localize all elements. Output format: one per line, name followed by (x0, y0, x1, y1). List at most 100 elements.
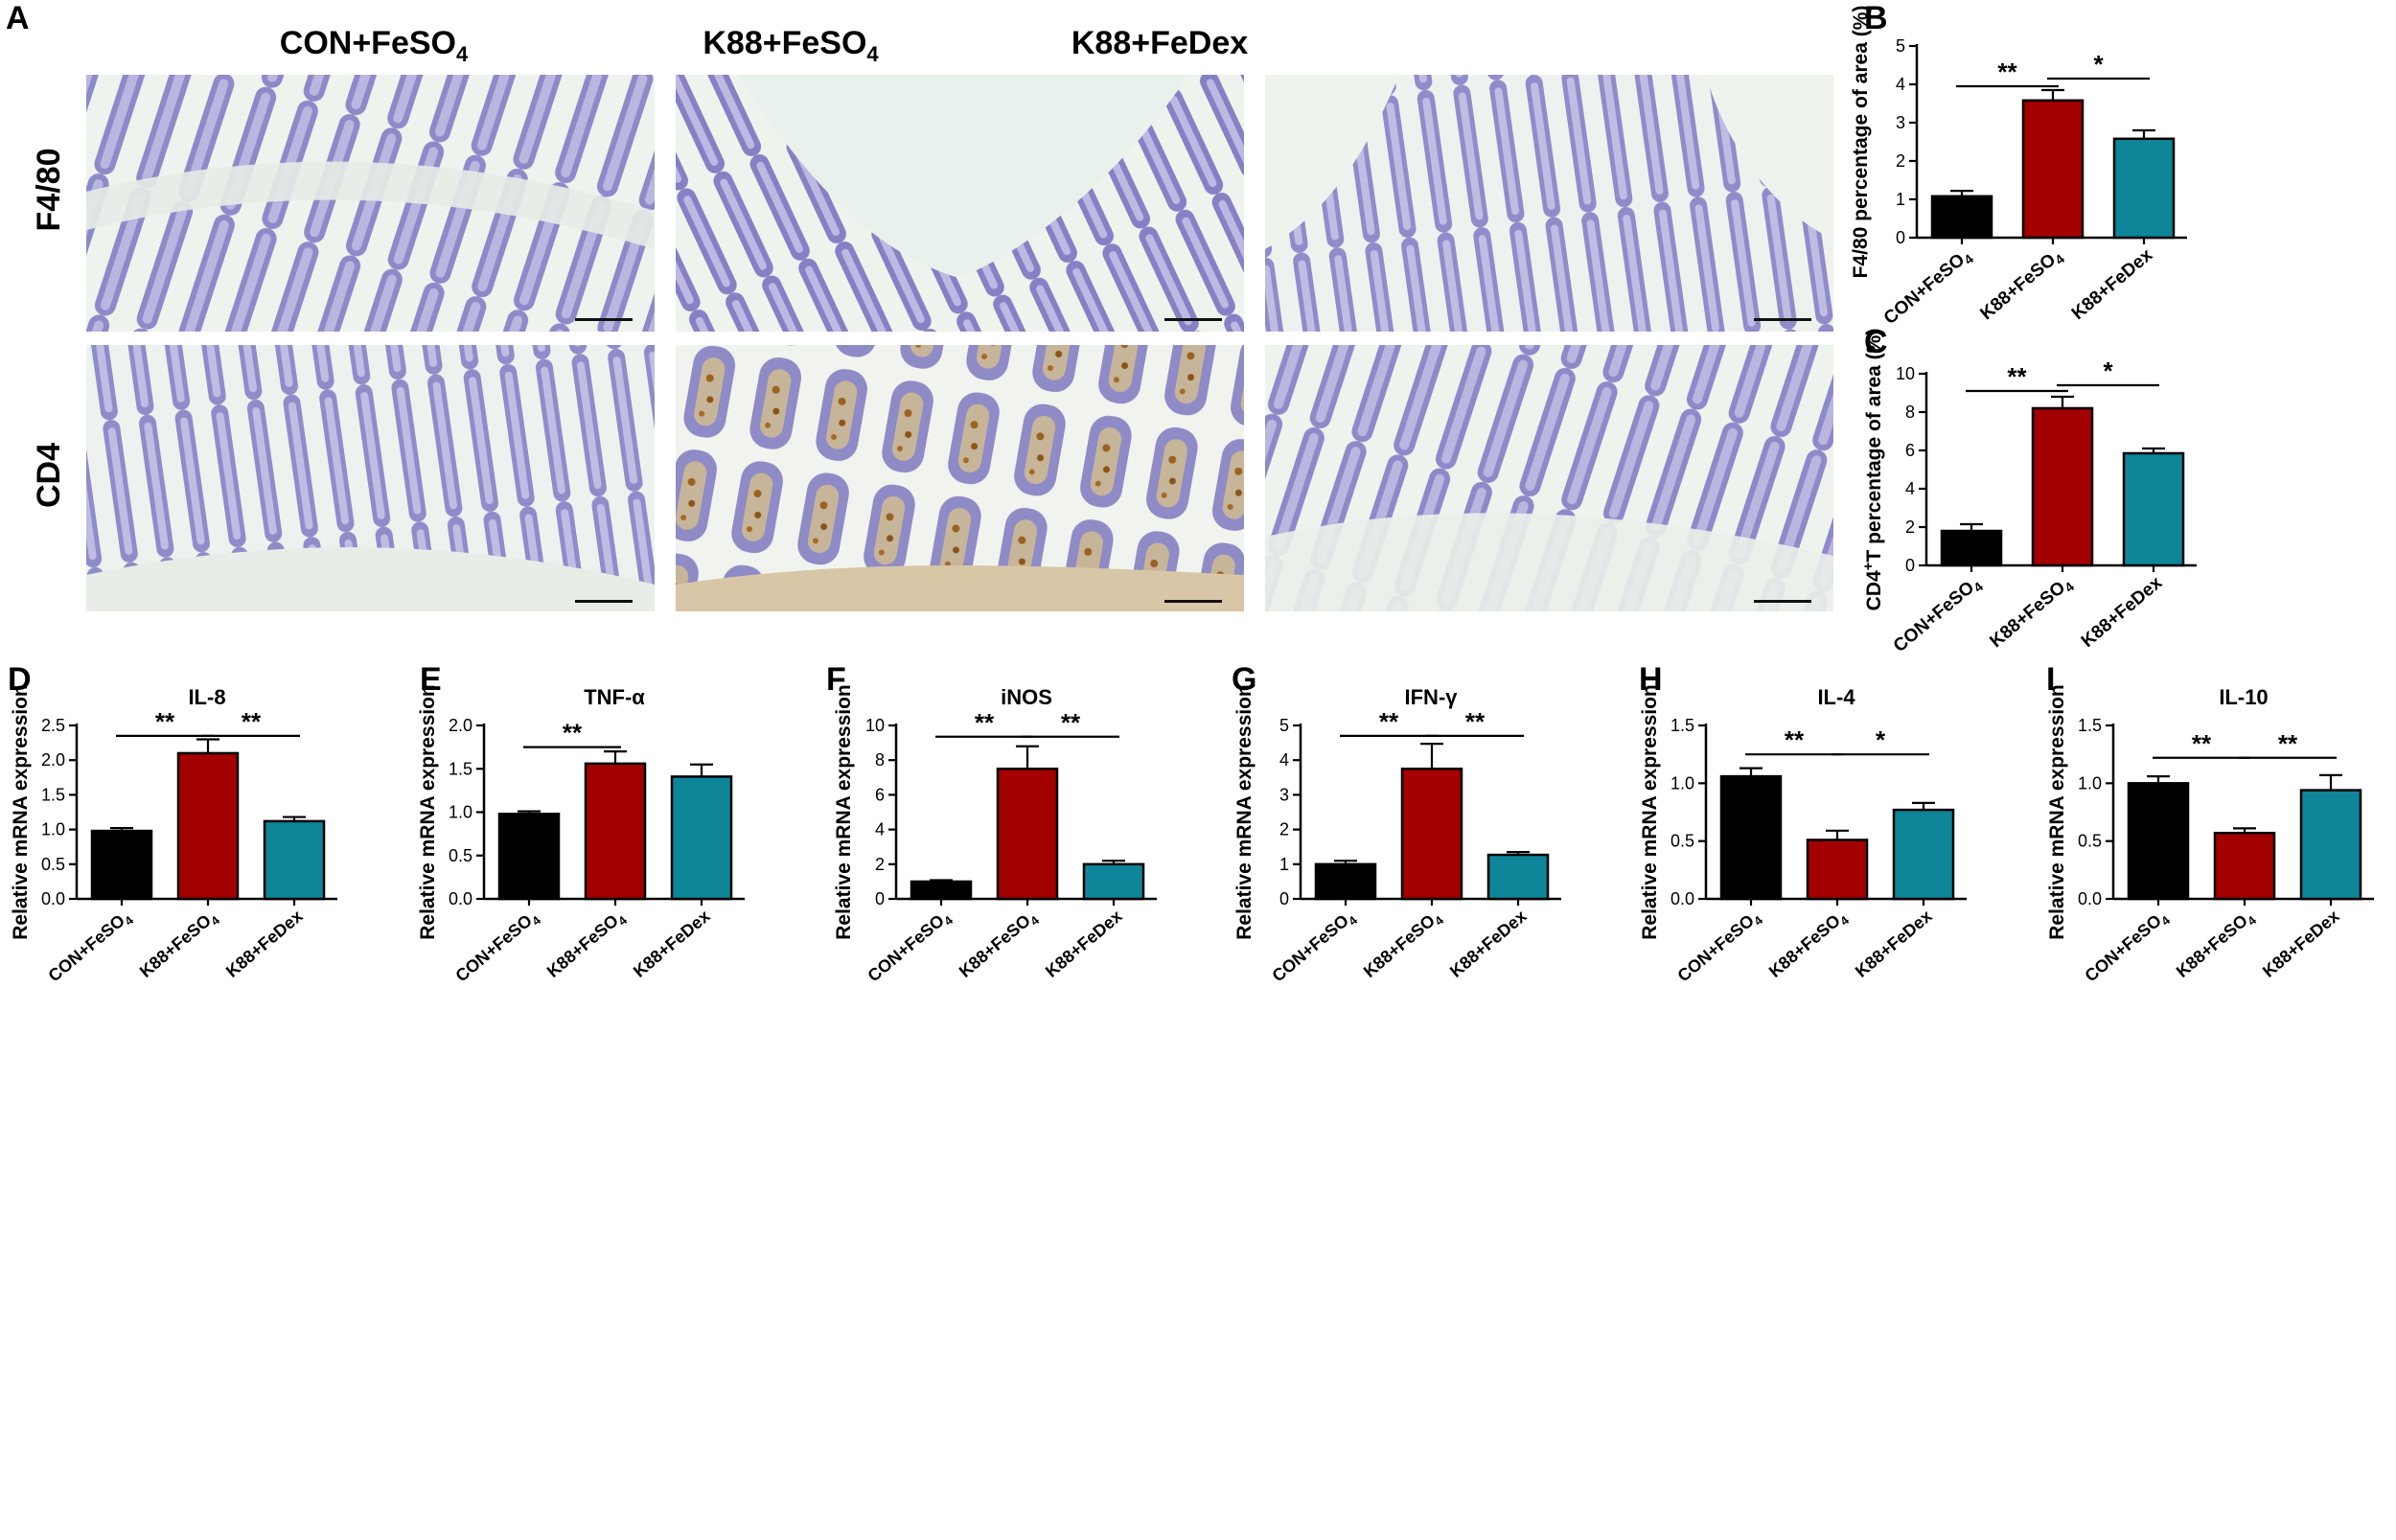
bar-1 (2127, 782, 2190, 901)
y-tick-label: 1.5 (2078, 716, 2102, 735)
y-tick-label: 0.5 (449, 846, 472, 865)
micrograph-f480-k88-feso4 (676, 75, 1244, 332)
x-tick-label-1: CON+FeSO4 (451, 906, 543, 988)
y-tick-label: 1.0 (1670, 773, 1694, 793)
micrograph-cd4-k88-fedex (1265, 345, 1833, 611)
y-tick-label: 1.5 (1670, 716, 1694, 735)
x-tick-label-1: CON+FeSO4 (44, 906, 136, 988)
y-tick-label: 3 (1896, 113, 1905, 132)
row-label-cd4: CD4 (31, 443, 67, 508)
panel-letter-c: C (1864, 324, 1888, 360)
x-tick-label-1: CON+FeSO4 (1268, 906, 1360, 988)
x-tick-label-main: CON+FeSO (451, 910, 536, 985)
bar-1 (90, 829, 153, 901)
y-tick-label: 0.0 (41, 889, 65, 908)
significance-label: ** (1997, 57, 2017, 86)
significance-label: ** (1061, 708, 1081, 737)
chart-title: TNF-α (584, 685, 645, 709)
micrograph-cd4-con-feso4 (86, 345, 655, 611)
x-tick-label-3: K88+FeDex (630, 907, 714, 981)
bar-2 (1806, 839, 1869, 901)
y-tick-label: 2.0 (449, 716, 472, 735)
panel-letter-h: H (1639, 661, 1663, 698)
x-tick-label-3: K88+FeDex (2078, 572, 2167, 652)
y-tick-label: 2 (875, 855, 885, 874)
y-axis-label: Relative mRNA expression (2046, 684, 2068, 940)
panel-letter-i: I (2046, 661, 2055, 698)
x-tick-label-main: K88+FeSO (543, 910, 622, 981)
y-tick-label: 2 (1896, 151, 1905, 171)
bar-1 (1930, 195, 1993, 240)
y-tick-label: 1.5 (449, 759, 472, 778)
x-tick-label-3: K88+FeDex (1852, 907, 1936, 981)
bar-2 (2021, 99, 2085, 240)
x-tick-label-1: CON+FeSO4 (864, 906, 956, 988)
bar-3 (1892, 808, 1955, 901)
y-tick-label: 0.5 (1670, 832, 1694, 851)
x-tick-label-1: CON+FeSO4 (1880, 245, 1976, 332)
significance-label: ** (2278, 729, 2298, 758)
y-tick-label: 1.5 (41, 785, 65, 804)
significance-label: * (2103, 356, 2113, 385)
micrograph-f480-con-feso4 (86, 75, 655, 332)
bar-3 (263, 819, 326, 901)
x-tick-label-2: K88+FeSO4 (956, 906, 1043, 984)
y-tick-label: 2 (1905, 517, 1915, 537)
micrograph-f480-k88-fedex (1265, 75, 1833, 332)
y-axis-label: Relative mRNA expression (10, 684, 32, 940)
y-tick-label: 0 (1279, 889, 1289, 908)
x-tick-label-main: K88+FeSO (1977, 250, 2061, 325)
panel-letter-g: G (1232, 661, 1256, 698)
bar-3 (2122, 451, 2185, 567)
row-label-f480: F4/80 (31, 149, 67, 232)
x-tick-label-2: K88+FeSO4 (1765, 906, 1853, 984)
x-tick-label-main: CON+FeSO (864, 910, 948, 985)
x-tick-label-3: K88+FeDex (2259, 907, 2343, 981)
panel-letter-f: F (826, 661, 846, 698)
x-tick-label-2: K88+FeSO4 (1987, 573, 2078, 655)
x-tick-label-main: K88+FeSO (956, 910, 1034, 981)
y-axis-label-sup: + (1860, 562, 1877, 570)
chart-title: IFN-γ (1405, 685, 1459, 709)
y-tick-label: 2.5 (41, 716, 65, 735)
chart-title: IL-8 (188, 685, 225, 709)
column-title-k88-feso4: K88+FeSO4 (703, 25, 879, 66)
panel-letter-e: E (420, 661, 442, 698)
x-tick-label-main: K88+FeDex (1042, 907, 1126, 981)
x-tick-label-main: K88+FeSO (1987, 578, 2070, 653)
bar-1 (497, 813, 561, 901)
significance-label: * (1876, 725, 1886, 754)
x-tick-label-main: CON+FeSO (1268, 910, 1352, 985)
x-tick-label-main: K88+FeDex (222, 907, 307, 981)
y-tick-label: 0 (1896, 228, 1905, 247)
x-tick-label-main: K88+FeSO (1765, 910, 1844, 981)
bar-2 (584, 762, 647, 901)
y-tick-label: 4 (875, 820, 885, 839)
column-title-k88-fedex: K88+FeDex (1071, 25, 1248, 61)
bar-3 (1486, 853, 1550, 901)
significance-label: ** (2007, 362, 2027, 391)
x-tick-label-2: K88+FeSO4 (2173, 906, 2260, 984)
x-tick-label-3: K88+FeDex (1446, 907, 1531, 981)
x-tick-label-main: K88+FeSO (1360, 910, 1439, 981)
significance-label: ** (242, 707, 262, 736)
y-tick-label: 0.5 (2078, 832, 2102, 851)
x-tick-label-main: K88+FeSO (2173, 910, 2251, 981)
y-tick-label: 5 (1279, 716, 1289, 735)
bar-3 (2112, 137, 2176, 240)
y-tick-label: 6 (1905, 441, 1915, 460)
chart-title: IL-4 (1817, 685, 1855, 709)
significance-label: ** (1785, 725, 1805, 754)
x-tick-label-main: K88+FeDex (2078, 572, 2167, 652)
x-tick-label-main: CON+FeSO (44, 910, 128, 985)
bar-2 (176, 751, 240, 901)
panel-a-column-titles: CON+FeSO4 K88+FeSO4 K88+FeDex (280, 25, 1248, 66)
bar-1 (910, 880, 973, 901)
bar-1 (1314, 862, 1377, 901)
y-axis-label: Relative mRNA expression (1233, 684, 1256, 940)
y-axis-label: CD4+T percentage of area (%) (1860, 329, 1885, 611)
y-tick-label: 0.0 (449, 889, 472, 908)
significance-label: ** (975, 708, 995, 737)
